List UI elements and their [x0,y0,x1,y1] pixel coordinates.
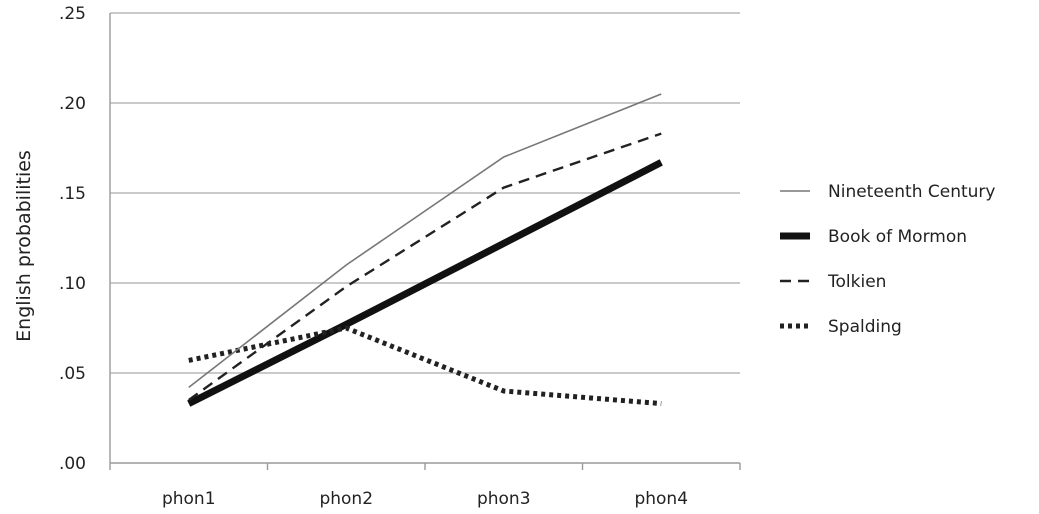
axes [109,13,741,470]
y-tick-label: .05 [59,364,86,384]
tick-labels: .00 .05 .10 .15 .20 .25 phon1 phon2 phon3 phon4 [59,4,688,509]
y-tick-label: .10 [59,274,86,294]
gridlines [110,12,740,374]
y-tick-label: .15 [59,184,86,204]
legend-label: Tolkien [827,272,886,292]
series-line-book-of-mormon [187,159,663,407]
x-tick-label: phon3 [477,489,531,509]
legend: Nineteenth Century Book of Mormon Tolkien S… [780,182,995,337]
legend-label: Book of Mormon [828,227,967,247]
x-tick-label: phon2 [319,489,373,509]
series-lines [187,93,663,407]
y-tick-label: .25 [59,4,86,24]
series-line-spalding [188,325,662,407]
x-tick-label: phon1 [162,489,216,509]
x-tick-label: phon4 [634,489,688,509]
series-line-tolkien [188,132,662,401]
series-line-nineteenth-century [188,93,662,389]
legend-label: Nineteenth Century [828,182,995,202]
legend-label: Spalding [828,317,902,337]
y-tick-label: .20 [59,94,86,114]
y-tick-label: .00 [59,454,86,474]
y-axis-title: English probabilities [13,150,35,342]
